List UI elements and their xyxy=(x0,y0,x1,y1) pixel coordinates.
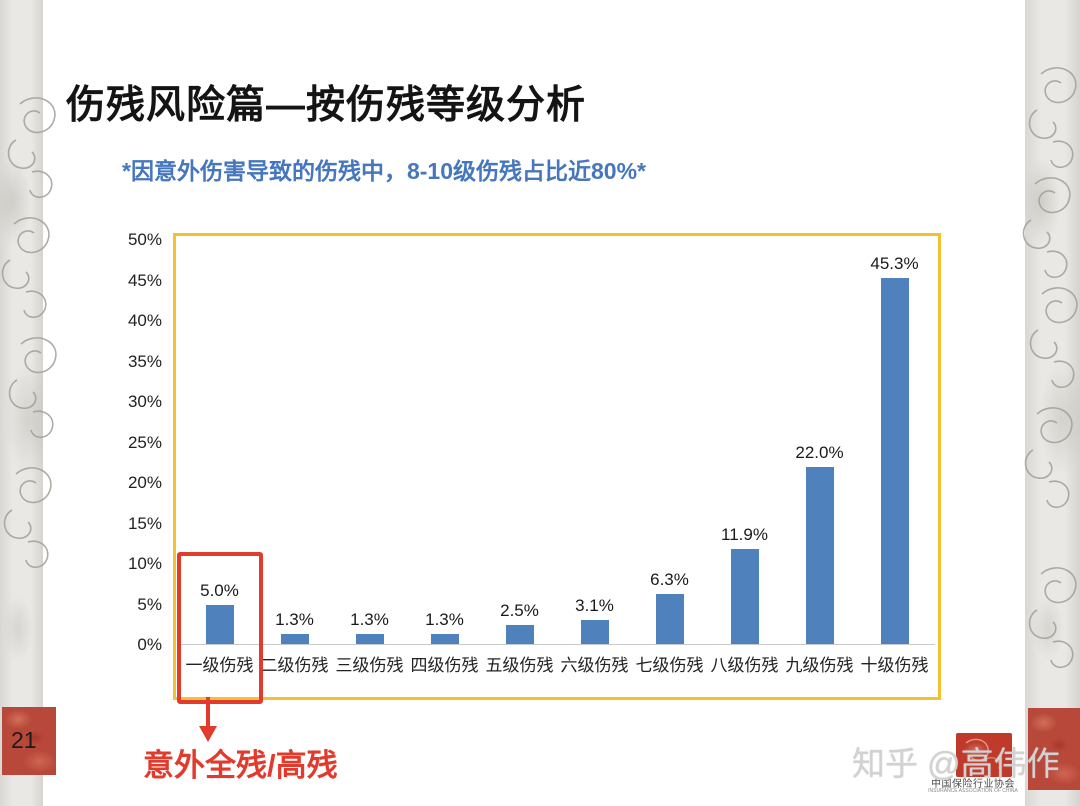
slide-subtitle: *因意外伤害导致的伤残中，8-10级伤残占比近80%* xyxy=(122,158,646,184)
bar-value-label: 1.3% xyxy=(275,610,314,630)
bar-slot: 22.0% xyxy=(782,443,857,645)
annotation-label: 意外全残/高残 xyxy=(143,748,338,783)
bar-value-label: 3.1% xyxy=(575,595,614,615)
y-tick-label: 25% xyxy=(127,432,162,452)
right-scroll-ornament-icon xyxy=(1022,67,1078,669)
bar-slot: 1.3% xyxy=(257,610,332,645)
association-name-cn: 中国保险行业协会 xyxy=(931,779,1015,790)
bar-slot: 45.3% xyxy=(857,254,932,645)
watermark: 知乎 @高伟作 xyxy=(852,745,1060,782)
bar-value-label: 22.0% xyxy=(795,442,844,462)
category-label: 七级伤残 xyxy=(635,656,704,675)
bar-slot: 3.1% xyxy=(557,596,632,645)
category-label: 五级伤残 xyxy=(485,656,554,675)
bar-slot: 1.3% xyxy=(332,610,407,645)
bar xyxy=(280,634,309,645)
bottom-right-ornament-block xyxy=(1028,708,1080,790)
left-scroll-ornament-icon xyxy=(1,97,57,569)
bar-slot: 11.9% xyxy=(707,525,782,645)
bar xyxy=(880,278,909,645)
y-tick-label: 15% xyxy=(127,513,162,533)
bar-value-label: 45.3% xyxy=(870,254,919,274)
category-label: 六级伤残 xyxy=(560,656,629,675)
bar xyxy=(505,624,534,645)
y-tick-label: 10% xyxy=(127,554,162,573)
category-label: 十级伤残 xyxy=(860,656,929,675)
bar xyxy=(355,634,384,645)
bar-slot: 2.5% xyxy=(482,601,557,645)
y-axis-ticks: 50% 45% 40% 35% 30% 25% 20% 15% 10% 5% 0% xyxy=(108,231,162,661)
bar xyxy=(655,593,684,645)
slide-title: 伤残风险篇—按伤残等级分析 xyxy=(66,84,587,127)
category-label: 一级伤残 xyxy=(185,656,254,675)
y-tick-label: 40% xyxy=(127,311,162,330)
bar-value-label: 1.3% xyxy=(350,610,389,630)
bar xyxy=(580,619,609,645)
bar-slot: 5.0% xyxy=(182,580,257,645)
left-border-column xyxy=(0,0,57,806)
category-label: 九级伤残 xyxy=(785,656,854,675)
bar-value-label: 5.0% xyxy=(200,580,239,600)
bar xyxy=(430,634,459,645)
association-name-en: INSURANCE ASSOCIATION OF CHINA xyxy=(928,788,1018,794)
category-label: 八级伤残 xyxy=(710,656,779,675)
bar-chart: 5.0% 1.3% 1.3% 1.3% 2.5% 3.1% 6.3% 11.9% 22.0% 45… xyxy=(173,233,941,700)
category-labels: 一级伤残 二级伤残 三级伤残 四级伤残 五级伤残 六级伤残 七级伤残 八级伤残 九级伤残 十级伤残 xyxy=(182,651,932,675)
y-tick-label: 0% xyxy=(137,635,162,654)
page-number-block: 21 xyxy=(2,707,56,775)
bar-value-label: 1.3% xyxy=(425,610,464,630)
y-tick-label: 35% xyxy=(127,351,162,371)
x-axis-line xyxy=(179,644,935,645)
bar-slot: 6.3% xyxy=(632,570,707,645)
y-tick-label: 50% xyxy=(127,230,162,249)
y-tick-label: 45% xyxy=(127,270,162,290)
category-label: 四级伤残 xyxy=(410,656,479,675)
right-border-column xyxy=(1022,0,1080,806)
category-label: 三级伤残 xyxy=(335,656,404,675)
category-label: 二级伤残 xyxy=(260,656,329,675)
bar-slot: 1.3% xyxy=(407,610,482,645)
page-number: 21 xyxy=(11,727,37,753)
down-arrow-icon xyxy=(199,697,217,742)
bars-row: 5.0% 1.3% 1.3% 1.3% 2.5% 3.1% 6.3% 11.9% 22.0% 45… xyxy=(182,240,932,645)
bar-value-label: 11.9% xyxy=(721,524,768,544)
bar xyxy=(205,604,234,645)
highlight-box xyxy=(177,552,263,704)
y-tick-label: 5% xyxy=(137,594,162,614)
y-tick-label: 20% xyxy=(127,473,162,492)
bar xyxy=(730,548,759,645)
bar-value-label: 6.3% xyxy=(650,569,689,589)
association-seal-icon xyxy=(956,733,1012,777)
bar xyxy=(805,466,834,645)
bar-value-label: 2.5% xyxy=(500,600,539,620)
y-tick-label: 30% xyxy=(127,392,162,411)
